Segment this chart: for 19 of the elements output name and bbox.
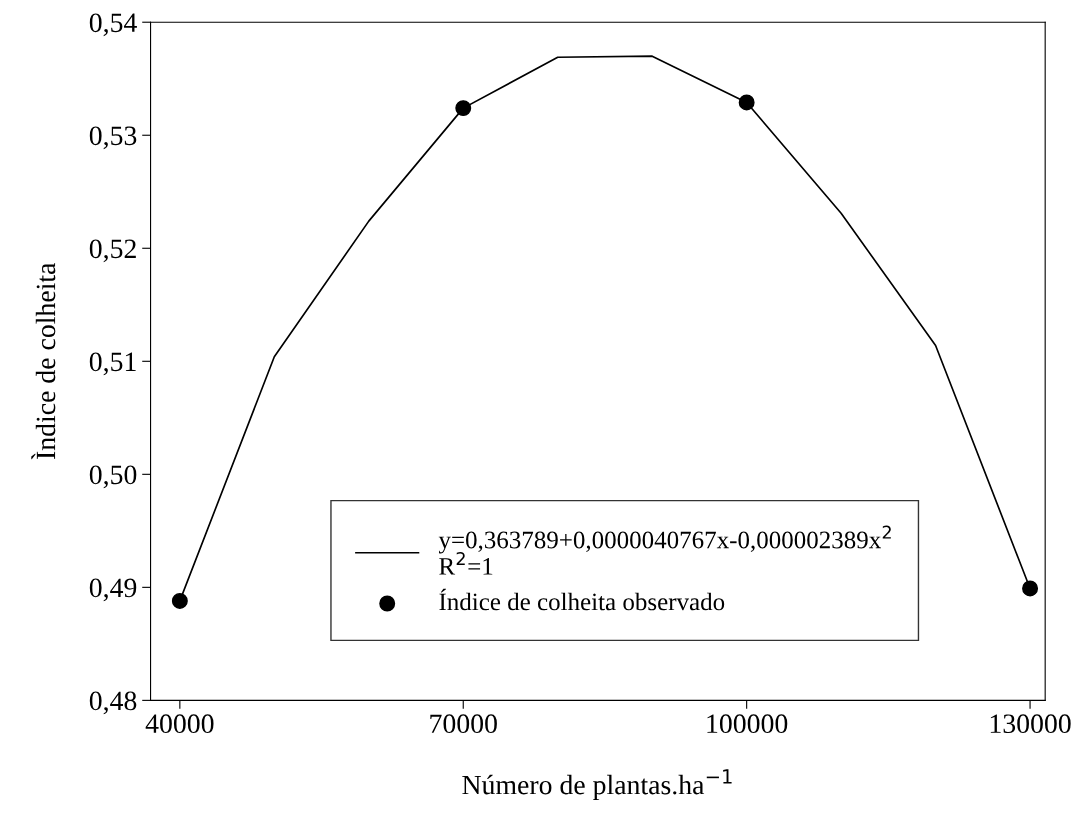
legend-label: Índice de colheita observado: [439, 588, 725, 611]
point: [738, 94, 755, 111]
y-tick-label: 0,52: [89, 239, 136, 263]
x-tick-label: 100000: [707, 714, 788, 734]
x-tick-label: 130000: [990, 714, 1071, 734]
y-tick-label: 0,49: [89, 578, 137, 602]
point: [171, 592, 188, 609]
x-axis-title: Número de plantas.ha$^{−1}$: [462, 769, 732, 801]
y-axis-title: Ìndice de colheita: [31, 262, 56, 460]
x-tick-label: 70000: [430, 714, 497, 734]
y-tick-label: 0,48: [89, 691, 137, 715]
y-tick-label: 0,53: [89, 126, 137, 150]
y-tick-label: 0,51: [89, 352, 136, 376]
y-tick-label: 0,50: [89, 465, 137, 489]
point: [455, 100, 472, 117]
x-tick-label: 40000: [145, 714, 214, 734]
text: y=0,363789+0,0000040767x-0,000002389x$^{2}$ R$^{2}$=1: [438, 525, 891, 575]
point: [1022, 580, 1039, 597]
y-tick-label: 0,54: [89, 13, 137, 37]
